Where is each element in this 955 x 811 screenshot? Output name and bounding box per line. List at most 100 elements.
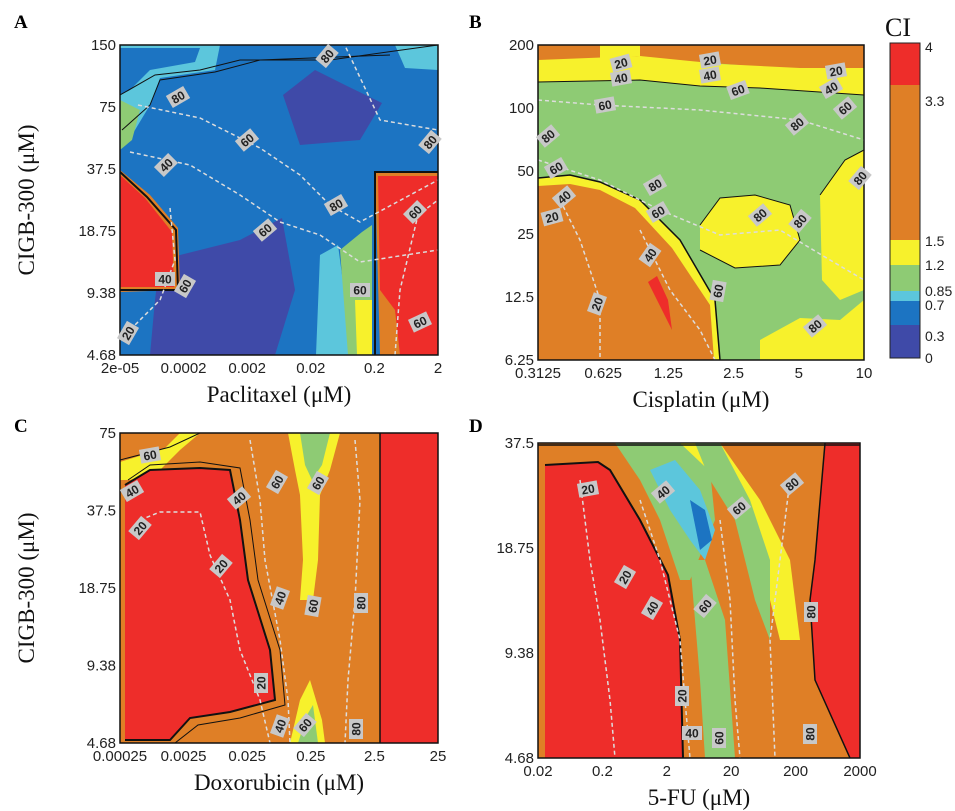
svg-text:60: 60 <box>309 474 328 493</box>
svg-text:60: 60 <box>411 313 429 331</box>
ci-tick-label: 0.3 <box>925 328 945 344</box>
svg-text:40: 40 <box>702 67 718 83</box>
svg-text:60: 60 <box>713 731 727 745</box>
svg-text:40: 40 <box>123 482 142 501</box>
svg-text:40: 40 <box>643 599 662 618</box>
svg-text:20: 20 <box>119 324 138 343</box>
panel-c-y-tick-label: 75 <box>99 425 116 442</box>
panel-a-contour-label: 80 <box>418 129 442 155</box>
ci-tick-label: 0.7 <box>925 297 945 313</box>
panel-a-contour-label: 60 <box>173 273 197 299</box>
panel-c-y-tick-label: 37.5 <box>87 503 116 520</box>
svg-text:20: 20 <box>702 52 718 68</box>
panel-letter-b: B <box>469 12 482 33</box>
panel-b-contour-label: 60 <box>832 96 858 120</box>
panel-d-x-axis-label: 5-FU (μM) <box>648 785 750 810</box>
panel-d-x-tick-label: 200 <box>783 763 808 780</box>
panel-d-x-tick-label: 0.2 <box>592 763 613 780</box>
svg-text:80: 80 <box>169 88 188 107</box>
panel-b-contour-label: 60 <box>709 279 727 303</box>
panel-b-y-tick-label: 100 <box>509 100 534 117</box>
panel-letter-a: A <box>14 12 28 33</box>
panel-c-contour-label: 60 <box>293 712 317 738</box>
panel-a-plot <box>119 44 439 356</box>
panel-d-y-tick-label: 4.68 <box>505 750 534 767</box>
panel-b-contour-label: 60 <box>726 80 750 100</box>
panel-a-y-tick-label: 37.5 <box>87 161 116 178</box>
panel-d-contour-label: 80 <box>804 602 819 622</box>
panel-b-contour-label: 40 <box>638 242 662 268</box>
panel-a-contour-label: 20 <box>116 320 140 346</box>
panel-b-contour-label: 80 <box>747 203 773 227</box>
panel-a-contour-label: 60 <box>252 218 278 242</box>
panel-a-contour-label: 60 <box>234 128 260 152</box>
panel-c-y-axis-label: CIGB-300 (μM) <box>14 513 39 664</box>
panel-b-x-tick-label: 5 <box>795 365 803 382</box>
svg-text:60: 60 <box>547 159 566 178</box>
panel-c-contour-label: 60 <box>138 446 162 464</box>
panel-letter-c: C <box>14 416 28 437</box>
panel-d-contour-label: 60 <box>712 728 727 748</box>
panel-c-contour-label: 20 <box>209 553 233 579</box>
svg-text:80: 80 <box>350 722 364 736</box>
panel-b-contour-label: 80 <box>784 112 810 136</box>
panel-letter-d: D <box>469 416 483 437</box>
panel-b-contour-label: 80 <box>788 208 812 234</box>
panel-b-contour-label: 80 <box>848 165 872 191</box>
panel-d-contour-label: 80 <box>779 472 805 496</box>
panel-c-x-tick-label: 0.25 <box>296 748 325 765</box>
panel-d-contour-label: 40 <box>682 726 702 741</box>
svg-text:80: 80 <box>646 176 665 195</box>
svg-text:60: 60 <box>710 283 726 299</box>
panel-a-x-tick-label: 2e-05 <box>101 360 139 377</box>
svg-text:40: 40 <box>613 70 629 86</box>
panel-b-x-tick-label: 10 <box>856 365 873 382</box>
panel-b-y-tick-label: 6.25 <box>505 352 534 369</box>
panel-a-x-tick-label: 0.02 <box>296 360 325 377</box>
panel-c-x-tick-label: 0.025 <box>228 748 266 765</box>
panel-b-y-tick-label: 50 <box>517 163 534 180</box>
panel-b-contour-label: 20 <box>609 53 633 73</box>
svg-text:40: 40 <box>158 273 172 287</box>
panel-d-contour-label: 20 <box>576 480 600 498</box>
svg-text:20: 20 <box>589 295 607 313</box>
panel-d-x-tick-label: 20 <box>723 763 740 780</box>
panel-d-contour-label: 20 <box>675 686 690 706</box>
svg-text:60: 60 <box>730 81 748 99</box>
svg-text:80: 80 <box>355 596 369 610</box>
panel-b-y-tick-label: 12.5 <box>505 289 534 306</box>
ci-tick-label: 4 <box>925 39 933 55</box>
panel-b-contour-label: 40 <box>551 185 577 209</box>
panel-b-contour-label: 40 <box>609 69 633 87</box>
panel-a-contour-label: 60 <box>402 199 428 225</box>
svg-text:40: 40 <box>685 727 699 741</box>
svg-text:60: 60 <box>142 447 158 463</box>
ci-title: CI <box>885 13 911 42</box>
panel-a-y-tick-label: 18.75 <box>78 223 116 240</box>
panel-d-contour-label: 20 <box>613 564 637 590</box>
panel-c-y-tick-label: 4.68 <box>87 735 116 752</box>
panel-a-y-axis-label: CIGB-300 (μM) <box>14 125 39 276</box>
panel-d-y-tick-label: 37.5 <box>505 435 534 452</box>
panel-b-contour-label: 80 <box>802 314 828 338</box>
svg-text:60: 60 <box>268 473 287 492</box>
svg-text:20: 20 <box>613 55 630 72</box>
panel-a-contour-label: 80 <box>315 43 339 69</box>
panel-a-contour-label: 40 <box>153 152 179 178</box>
ci-tick-label: 1.2 <box>925 257 945 273</box>
svg-text:20: 20 <box>616 568 635 587</box>
panel-d-y-tick-label: 9.38 <box>505 645 534 662</box>
panel-c-contour-label: 60 <box>265 469 289 495</box>
panel-c-x-tick-label: 0.00025 <box>93 748 147 765</box>
ci-colorbar: CI 4 3.3 1.5 1.2 0.850.7 0.3 0 <box>885 13 952 366</box>
panel-a-x-tick-label: 0.0002 <box>161 360 207 377</box>
panel-a-x-tick-label: 0.002 <box>228 360 266 377</box>
panel-b-contour-label: 20 <box>824 62 848 80</box>
panel-c-contour-label: 40 <box>226 486 252 510</box>
panel-b-contour-label: 20 <box>540 207 564 227</box>
ci-tick-label: 1.5 <box>925 233 945 249</box>
panel-b-x-tick-label: 1.25 <box>654 365 683 382</box>
panel-a-y-tick-label: 75 <box>99 99 116 116</box>
panel-b-x-axis-label: Cisplatin (μM) <box>633 387 770 412</box>
panel-d-x-tick-label: 2 <box>663 763 671 780</box>
